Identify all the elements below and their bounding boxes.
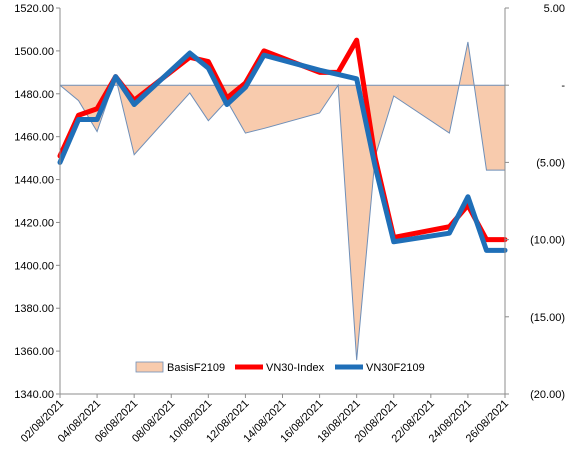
y-right-tick-label: (10.00): [530, 235, 565, 247]
series-line-vn30-index: [57, 37, 508, 243]
y-left-tick-label: 1520.00: [14, 3, 54, 15]
y-right-tick-label: 5.00: [544, 3, 565, 15]
y-right-tick-label: (5.00): [536, 157, 565, 169]
y-left-tick-label: 1480.00: [14, 89, 54, 101]
y-left-tick-label: 1360.00: [14, 346, 54, 358]
y-left-tick-label: 1440.00: [14, 175, 54, 187]
series-area-basisf2109: [60, 41, 505, 361]
y-left-tick-label: 1460.00: [14, 132, 54, 144]
y-right-tick-label: (15.00): [530, 312, 565, 324]
y-right-tick-label: (20.00): [530, 389, 565, 401]
y-left-tick-label: 1420.00: [14, 217, 54, 229]
legend-label-basisf2109: BasisF2109: [167, 362, 225, 374]
y-left-tick-label: 1400.00: [14, 260, 54, 272]
y-left-tick-label: 1340.00: [14, 389, 54, 401]
series-line-vn30f2109: [57, 50, 508, 253]
legend-swatch-basisf2109: [135, 361, 164, 373]
y-right-tick-label: -: [561, 80, 565, 92]
plot-area: [57, 37, 508, 361]
legend-label-vn30-index: VN30-Index: [266, 362, 325, 374]
legend-label-vn30f2109: VN30F2109: [366, 362, 425, 374]
y-left-tick-label: 1500.00: [14, 46, 54, 58]
y-left-tick-label: 1380.00: [14, 303, 54, 315]
legend: BasisF2109 VN30-Index VN30F2109: [135, 361, 425, 374]
axes: 1340.00 1360.00 1380.00 1400.00 1420.00 1440.…: [14, 3, 565, 445]
